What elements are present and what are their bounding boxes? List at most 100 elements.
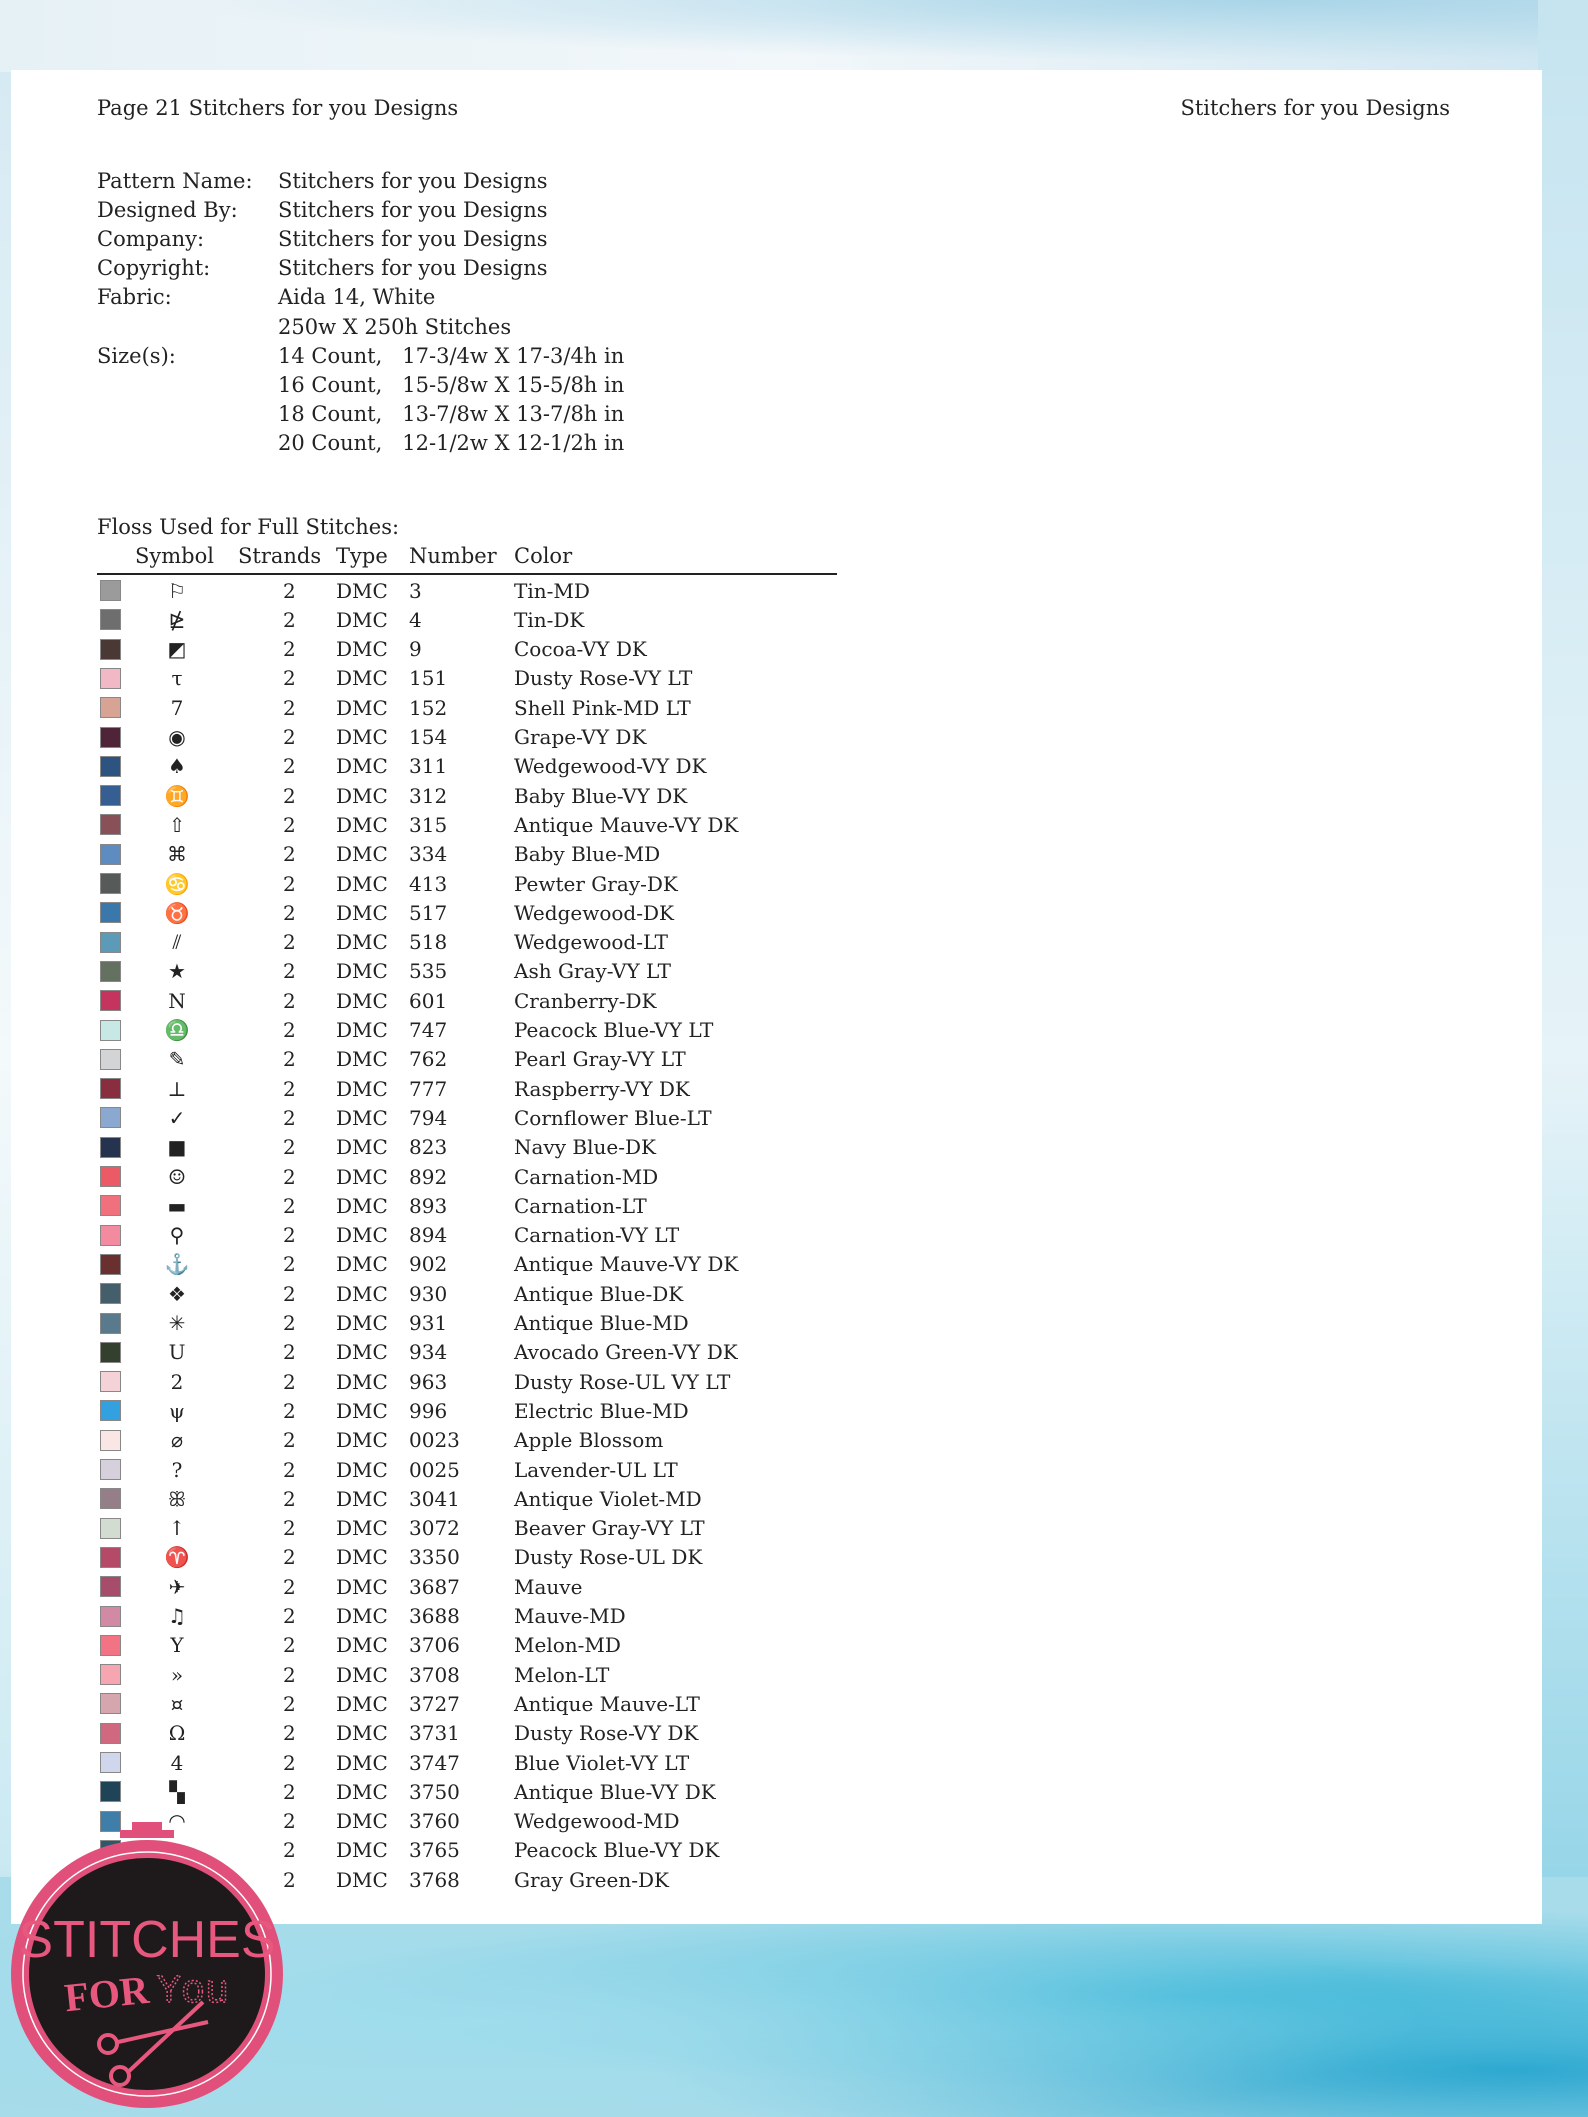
- strands: 2: [283, 1105, 296, 1130]
- floss-row: ⌀ 2 DMC 0023 Apple Blossom: [0, 1426, 900, 1455]
- floss-number: 0023: [409, 1428, 460, 1453]
- floss-row: ☺ 2 DMC 892 Carnation-MD: [0, 1162, 900, 1191]
- color-swatch: [100, 1429, 121, 1451]
- floss-number: 315: [409, 812, 448, 837]
- floss-type: DMC: [336, 578, 388, 603]
- floss-row: ⫽ 2 DMC 518 Wedgewood-LT: [0, 928, 900, 957]
- color-swatch: [100, 1810, 121, 1832]
- floss-type: DMC: [336, 988, 388, 1013]
- stitch-symbol-icon: ★: [168, 959, 186, 984]
- stitch-symbol-icon: ■: [167, 1135, 187, 1160]
- floss-type: DMC: [336, 1545, 388, 1570]
- floss-type: DMC: [336, 930, 388, 955]
- strands: 2: [283, 1574, 296, 1599]
- color-name: Blue Violet-VY LT: [514, 1750, 690, 1775]
- color-swatch: [100, 1107, 121, 1129]
- floss-number: 3: [409, 578, 422, 603]
- floss-row: 7 2 DMC 152 Shell Pink-MD LT: [0, 693, 900, 722]
- stitch-symbol-icon: ♠: [168, 754, 186, 779]
- color-name: Carnation-MD: [514, 1164, 659, 1189]
- stitch-symbol-icon: ❖: [168, 1281, 186, 1306]
- color-swatch: [100, 697, 121, 719]
- color-swatch: [100, 931, 121, 953]
- floss-type: DMC: [336, 812, 388, 837]
- color-swatch: [100, 1341, 121, 1363]
- color-swatch: [100, 1664, 121, 1686]
- floss-number: 894: [409, 1223, 448, 1248]
- color-name: Dusty Rose-VY LT: [514, 666, 693, 691]
- logo-text-you: You: [157, 1970, 229, 2015]
- floss-number: 963: [409, 1369, 448, 1394]
- stitch-symbol-icon: ◠: [168, 1809, 186, 1834]
- strands: 2: [283, 1604, 296, 1628]
- color-swatch: [100, 580, 121, 601]
- floss-row: ◠ 2 DMC 3760 Wedgewood-MD: [0, 1807, 900, 1836]
- color-name: Peacock Blue-VY DK: [514, 1838, 720, 1863]
- color-name: Mauve-MD: [514, 1604, 626, 1628]
- stitch-symbol-icon: ⚲: [169, 1223, 185, 1248]
- floss-number: 3708: [409, 1662, 460, 1687]
- info-row: Pattern Name: Stitchers for you Designs: [97, 166, 624, 195]
- info-value: Stitchers for you Designs: [278, 256, 548, 281]
- floss-type: DMC: [336, 783, 388, 808]
- floss-number: 3747: [409, 1750, 460, 1775]
- floss-type: DMC: [336, 1721, 388, 1746]
- info-value: 18 Count, 13-7/8w X 13-7/8h in: [278, 402, 625, 427]
- strands: 2: [283, 1164, 296, 1189]
- strands: 2: [283, 1281, 296, 1306]
- info-value: Aida 14, White: [278, 285, 436, 310]
- color-swatch: [100, 1253, 121, 1275]
- info-value: 20 Count, 12-1/2w X 12-1/2h in: [278, 431, 625, 456]
- strands: 2: [283, 1398, 296, 1423]
- floss-row: 2 DMC 3765 Peacock Blue-VY DK: [0, 1836, 900, 1865]
- strands: 2: [283, 1750, 296, 1775]
- floss-type: DMC: [336, 1164, 388, 1189]
- strands: 2: [283, 1076, 296, 1101]
- floss-type: DMC: [336, 1018, 388, 1042]
- floss-type: DMC: [336, 1867, 388, 1892]
- floss-number: 893: [409, 1193, 448, 1218]
- floss-row: ⚐ 2 DMC 3 Tin-MD: [0, 576, 900, 605]
- floss-number: 3750: [409, 1779, 460, 1804]
- floss-row: ↑ 2 DMC 3072 Beaver Gray-VY LT: [0, 1514, 900, 1543]
- floss-number: 517: [409, 900, 448, 925]
- strands: 2: [283, 666, 296, 691]
- color-swatch: [100, 1019, 121, 1041]
- color-name: Beaver Gray-VY LT: [514, 1516, 705, 1541]
- strands: 2: [283, 930, 296, 955]
- floss-number: 3350: [409, 1545, 460, 1570]
- floss-number: 3041: [409, 1486, 460, 1511]
- color-name: Antique Mauve-LT: [514, 1691, 700, 1716]
- stitch-symbol-icon: ?: [171, 1457, 183, 1482]
- strands: 2: [283, 1721, 296, 1746]
- stitch-symbol-icon: ✳: [168, 1311, 186, 1335]
- floss-row: Ω 2 DMC 3731 Dusty Rose-VY DK: [0, 1719, 900, 1748]
- floss-number: 518: [409, 930, 448, 955]
- strands: 2: [283, 842, 296, 867]
- floss-number: 930: [409, 1281, 448, 1306]
- strands: 2: [283, 1662, 296, 1687]
- floss-row: ψ 2 DMC 996 Electric Blue-MD: [0, 1396, 900, 1425]
- floss-type: DMC: [336, 1281, 388, 1306]
- strands: 2: [283, 1516, 296, 1541]
- color-name: Shell Pink-MD LT: [514, 695, 691, 720]
- floss-number: 154: [409, 725, 448, 749]
- color-name: Apple Blossom: [514, 1428, 664, 1453]
- stitch-symbol-icon: ✎: [168, 1047, 186, 1072]
- color-swatch: [100, 814, 121, 836]
- color-swatch: [100, 1195, 121, 1217]
- floss-row: ⌘ 2 DMC 334 Baby Blue-MD: [0, 840, 900, 869]
- floss-type: DMC: [336, 1809, 388, 1834]
- floss-row: ♠ 2 DMC 311 Wedgewood-VY DK: [0, 752, 900, 781]
- floss-type: DMC: [336, 842, 388, 867]
- color-name: Dusty Rose-UL VY LT: [514, 1369, 731, 1394]
- strands: 2: [283, 1545, 296, 1570]
- info-value: 250w X 250h Stitches: [278, 314, 512, 339]
- floss-row: ⚲ 2 DMC 894 Carnation-VY LT: [0, 1221, 900, 1250]
- floss-number: 4: [409, 607, 422, 632]
- floss-number: 3687: [409, 1574, 460, 1599]
- info-row: Fabric: Aida 14, White: [97, 283, 624, 312]
- stitch-symbol-icon: τ: [171, 666, 183, 691]
- stitches-for-you-logo: STITCHES FOR You: [11, 1822, 283, 2108]
- strands: 2: [283, 1047, 296, 1072]
